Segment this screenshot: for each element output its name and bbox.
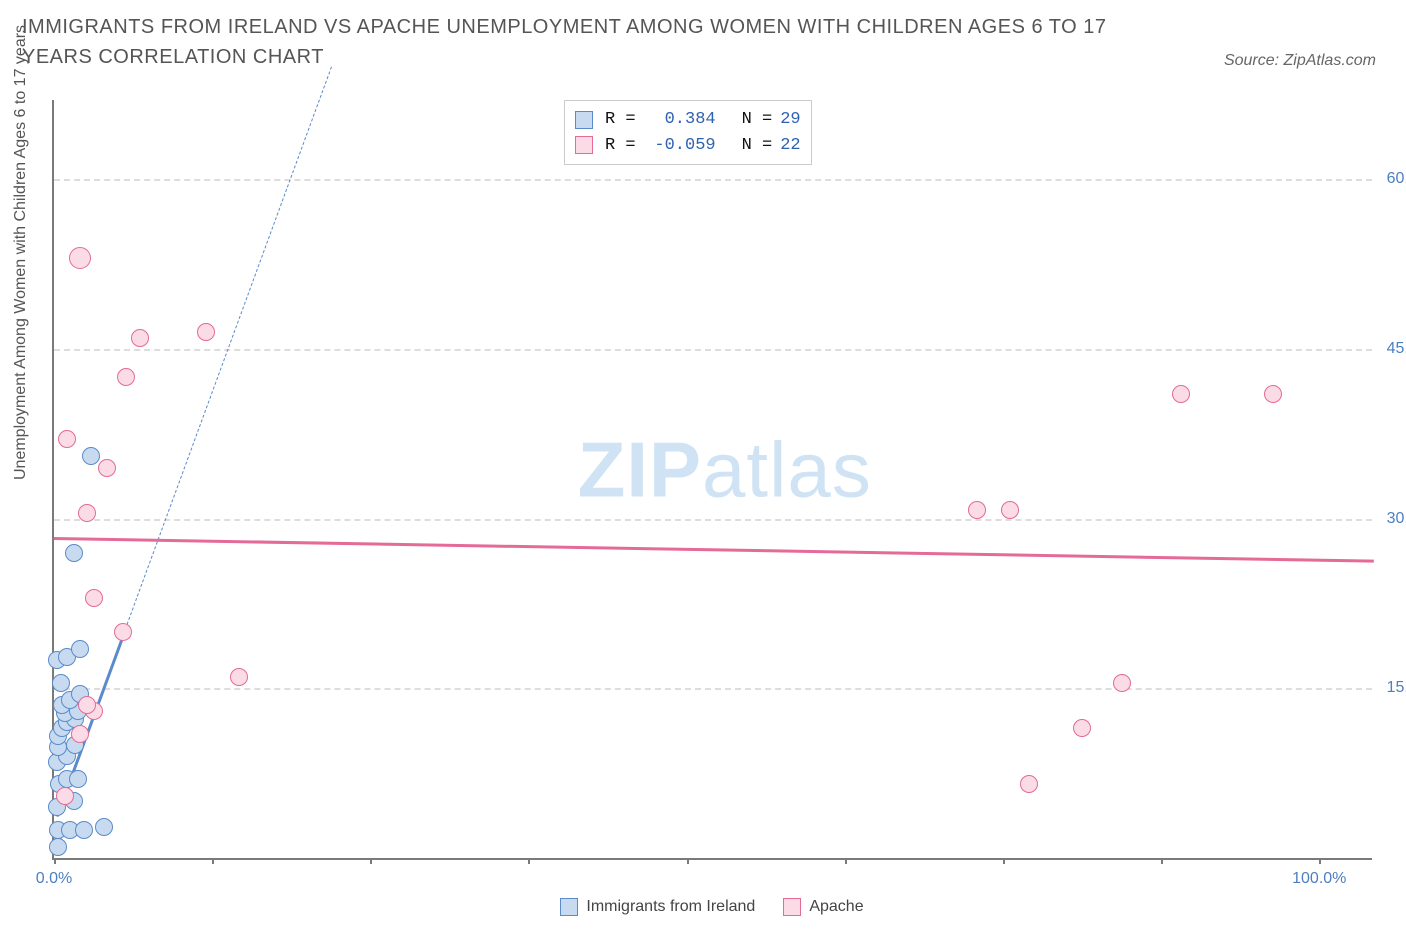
x-tick <box>1319 858 1321 864</box>
x-tick <box>370 858 372 864</box>
watermark-zip: ZIP <box>578 425 702 513</box>
data-point-apache <box>71 725 89 743</box>
y-tick-label: 30.0% <box>1377 510 1406 528</box>
legend-n-value: 29 <box>780 107 800 133</box>
data-point-apache <box>1264 385 1282 403</box>
data-point-apache <box>230 668 248 686</box>
scatter-plot: ZIPatlas R =0.384N = 29R =-0.059N = 22 1… <box>52 100 1372 860</box>
y-tick-label: 45.0% <box>1377 340 1406 358</box>
x-tick <box>845 858 847 864</box>
gridline-h <box>54 349 1372 351</box>
legend-r-label: R = <box>605 133 636 159</box>
data-point-ireland <box>71 640 89 658</box>
data-point-apache <box>85 589 103 607</box>
gridline-h <box>54 179 1372 181</box>
x-tick <box>1161 858 1163 864</box>
legend-swatch <box>783 898 801 916</box>
data-point-apache <box>69 247 91 269</box>
y-tick-label: 60.0% <box>1377 170 1406 188</box>
y-axis-label: Unemployment Among Women with Children A… <box>12 25 30 480</box>
legend-stats-row-apache: R = -0.059 N = 22 <box>575 133 801 159</box>
data-point-ireland <box>49 838 67 856</box>
legend-n-label: N = <box>742 133 773 159</box>
x-tick <box>528 858 530 864</box>
data-point-apache <box>1172 385 1190 403</box>
data-point-apache <box>58 430 76 448</box>
chart-title: IMMIGRANTS FROM IRELAND VS APACHE UNEMPL… <box>22 12 1166 72</box>
data-point-ireland <box>69 770 87 788</box>
data-point-apache <box>114 623 132 641</box>
source-label: Source: ZipAtlas.com <box>1224 52 1376 70</box>
legend-r-label: R = <box>605 107 636 133</box>
data-point-apache <box>1020 775 1038 793</box>
legend-item-ireland: Immigrants from Ireland <box>560 898 755 916</box>
data-point-apache <box>117 368 135 386</box>
data-point-ireland <box>75 821 93 839</box>
legend-n-label: N = <box>742 107 773 133</box>
watermark: ZIPatlas <box>578 424 872 515</box>
gridline-h <box>54 519 1372 521</box>
legend-item-apache: Apache <box>783 898 863 916</box>
data-point-ireland <box>65 544 83 562</box>
x-tick <box>1003 858 1005 864</box>
legend-swatch <box>575 136 593 154</box>
legend-swatch <box>575 111 593 129</box>
x-tick-label: 0.0% <box>36 870 72 888</box>
data-point-apache <box>56 787 74 805</box>
x-tick <box>54 858 56 864</box>
legend-swatch <box>560 898 578 916</box>
x-tick-label: 100.0% <box>1292 870 1346 888</box>
x-tick <box>212 858 214 864</box>
data-point-apache <box>1113 674 1131 692</box>
data-point-apache <box>78 504 96 522</box>
data-point-apache <box>1001 501 1019 519</box>
legend-r-value: -0.059 <box>644 133 716 159</box>
data-point-apache <box>131 329 149 347</box>
watermark-atlas: atlas <box>702 425 872 513</box>
legend-stats: R = 0.384 N = 29 R = -0.059 N = 22 <box>564 100 812 165</box>
data-point-apache <box>98 459 116 477</box>
legend-stats-row-ireland: R = 0.384 N = 29 <box>575 107 801 133</box>
trend-line <box>54 537 1374 563</box>
legend-r-value: 0.384 <box>644 107 716 133</box>
data-point-apache <box>197 323 215 341</box>
data-point-apache <box>968 501 986 519</box>
x-tick <box>687 858 689 864</box>
data-point-ireland <box>52 674 70 692</box>
y-tick-label: 15.0% <box>1377 679 1406 697</box>
legend-item-label: Immigrants from Ireland <box>586 898 755 916</box>
legend-n-value: 22 <box>780 133 800 159</box>
legend-series: Immigrants from Ireland Apache <box>52 894 1372 920</box>
legend-item-label: Apache <box>809 898 863 916</box>
gridline-h <box>54 688 1372 690</box>
data-point-ireland <box>82 447 100 465</box>
data-point-ireland <box>95 818 113 836</box>
data-point-apache <box>1073 719 1091 737</box>
